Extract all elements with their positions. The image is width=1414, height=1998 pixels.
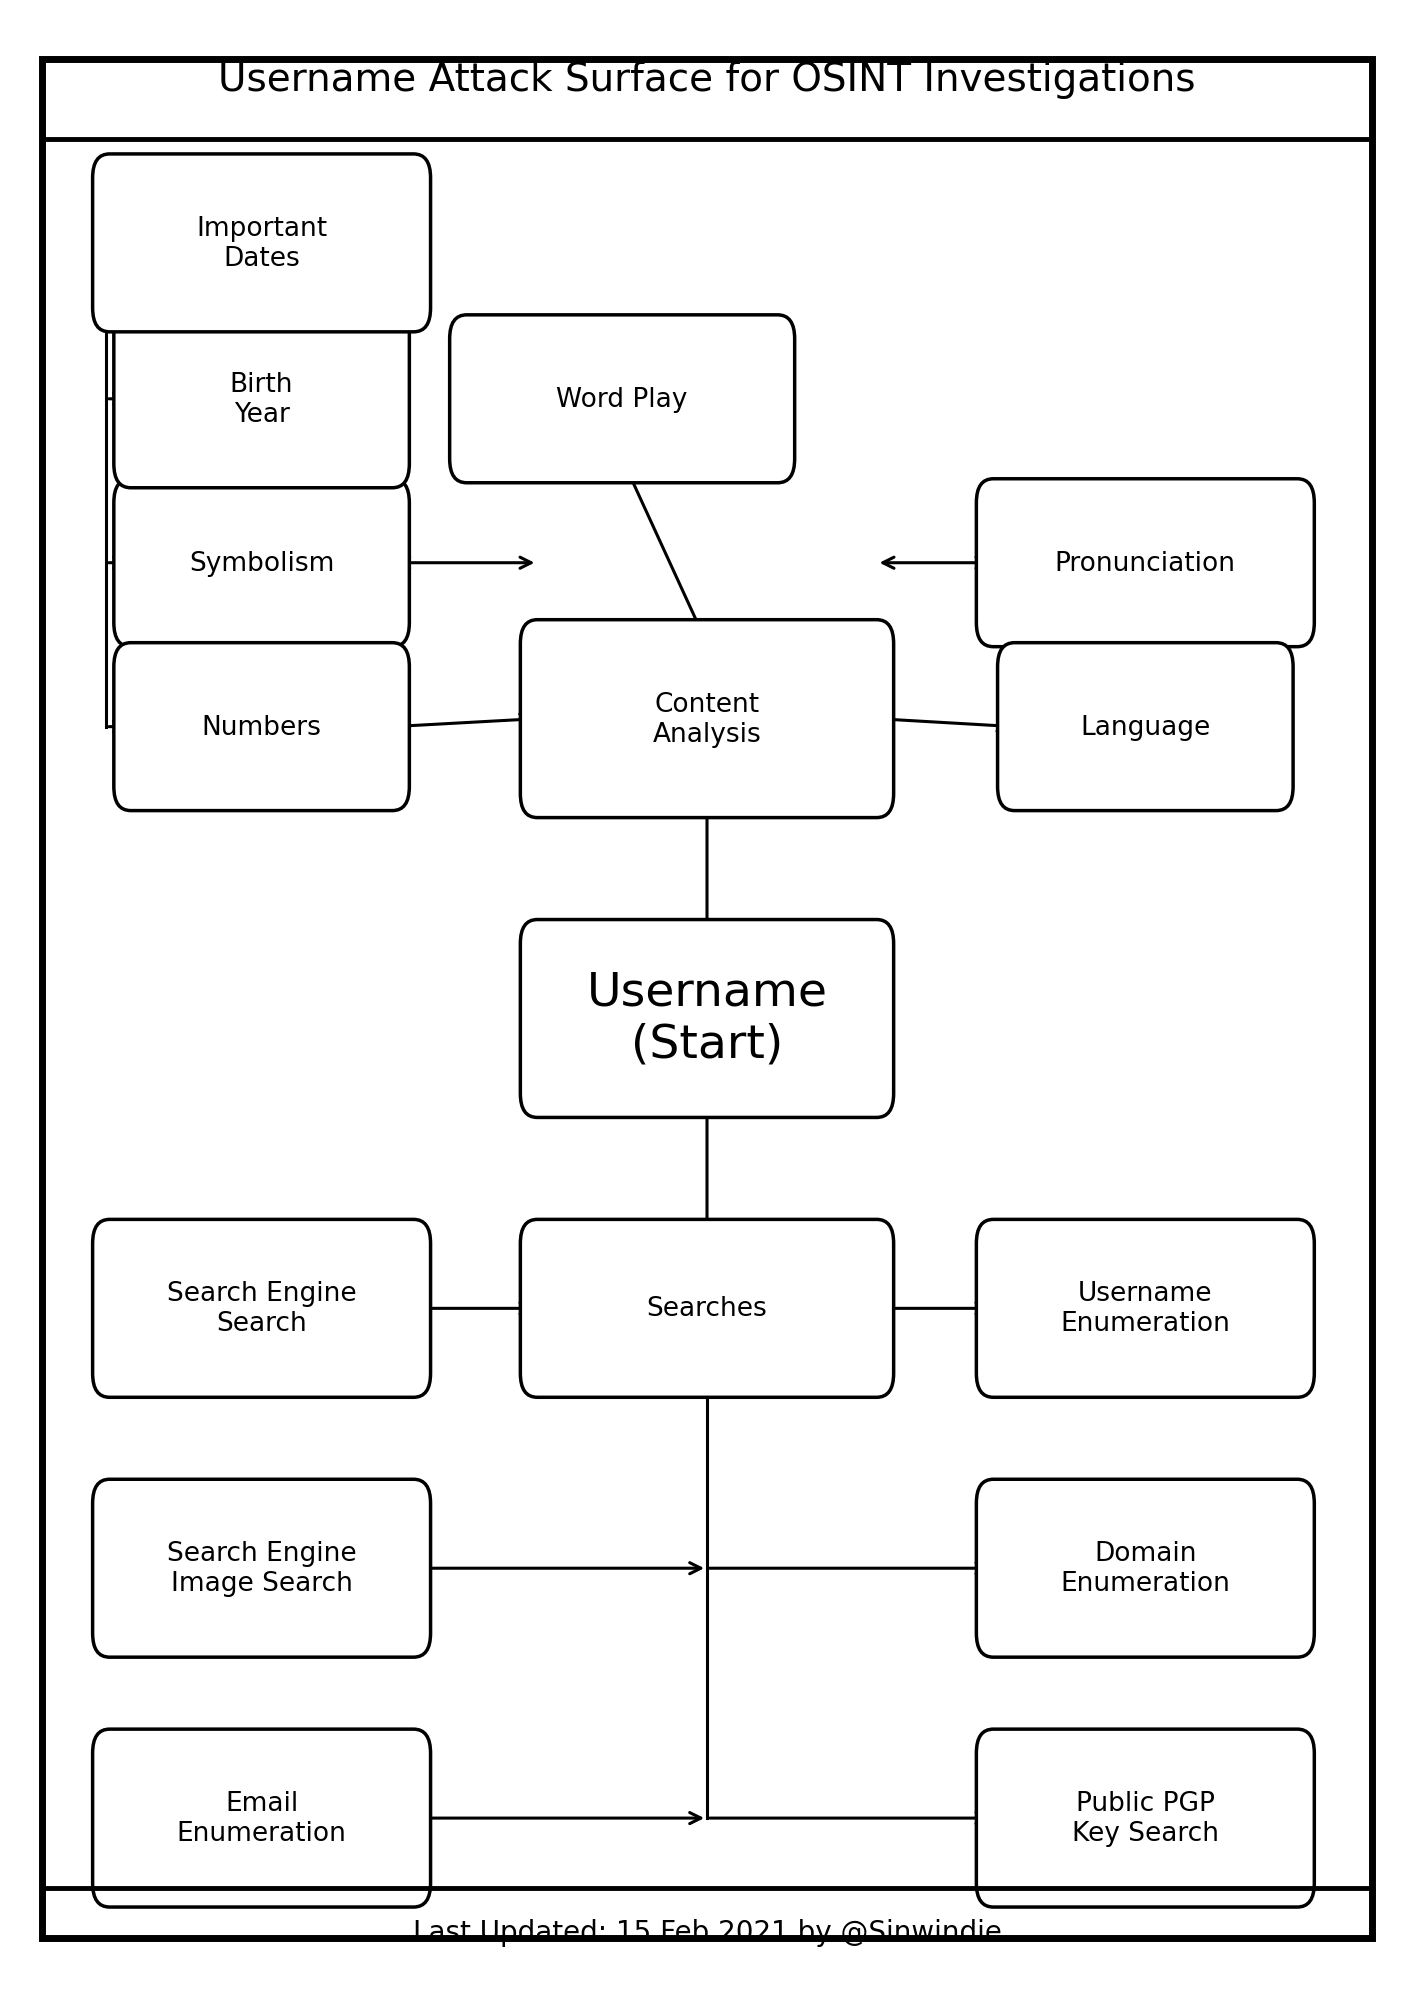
Text: Symbolism: Symbolism [189,549,334,577]
Text: Username
(Start): Username (Start) [587,971,827,1067]
Text: Last Updated: 15 Feb 2021 by @Sinwindie: Last Updated: 15 Feb 2021 by @Sinwindie [413,1918,1001,1946]
Text: Birth
Year: Birth Year [230,372,293,428]
FancyBboxPatch shape [976,1219,1315,1399]
Text: Pronunciation: Pronunciation [1055,549,1236,577]
Text: Numbers: Numbers [202,713,321,741]
Text: Domain
Enumeration: Domain Enumeration [1060,1540,1230,1596]
FancyBboxPatch shape [93,154,430,332]
FancyBboxPatch shape [42,60,1372,1938]
Text: Important
Dates: Important Dates [197,216,327,272]
FancyBboxPatch shape [520,919,894,1117]
Text: Search Engine
Image Search: Search Engine Image Search [167,1540,356,1596]
FancyBboxPatch shape [520,1219,894,1399]
Text: Searches: Searches [646,1295,768,1323]
Text: Search Engine
Search: Search Engine Search [167,1281,356,1337]
FancyBboxPatch shape [998,643,1294,811]
Text: Language: Language [1080,713,1210,741]
FancyBboxPatch shape [976,1479,1315,1658]
FancyBboxPatch shape [450,316,795,484]
FancyBboxPatch shape [976,480,1315,647]
FancyBboxPatch shape [93,1219,430,1399]
FancyBboxPatch shape [113,310,410,488]
Text: Content
Analysis: Content Analysis [653,691,761,747]
Text: Public PGP
Key Search: Public PGP Key Search [1072,1790,1219,1846]
FancyBboxPatch shape [113,643,410,811]
FancyBboxPatch shape [520,619,894,819]
Text: Email
Enumeration: Email Enumeration [177,1790,346,1846]
FancyBboxPatch shape [976,1728,1315,1906]
FancyBboxPatch shape [93,1728,430,1906]
Text: Username
Enumeration: Username Enumeration [1060,1281,1230,1337]
Text: Username Attack Surface for OSINT Investigations: Username Attack Surface for OSINT Invest… [218,60,1196,100]
FancyBboxPatch shape [93,1479,430,1658]
Text: Word Play: Word Play [557,386,687,414]
FancyBboxPatch shape [113,480,410,647]
